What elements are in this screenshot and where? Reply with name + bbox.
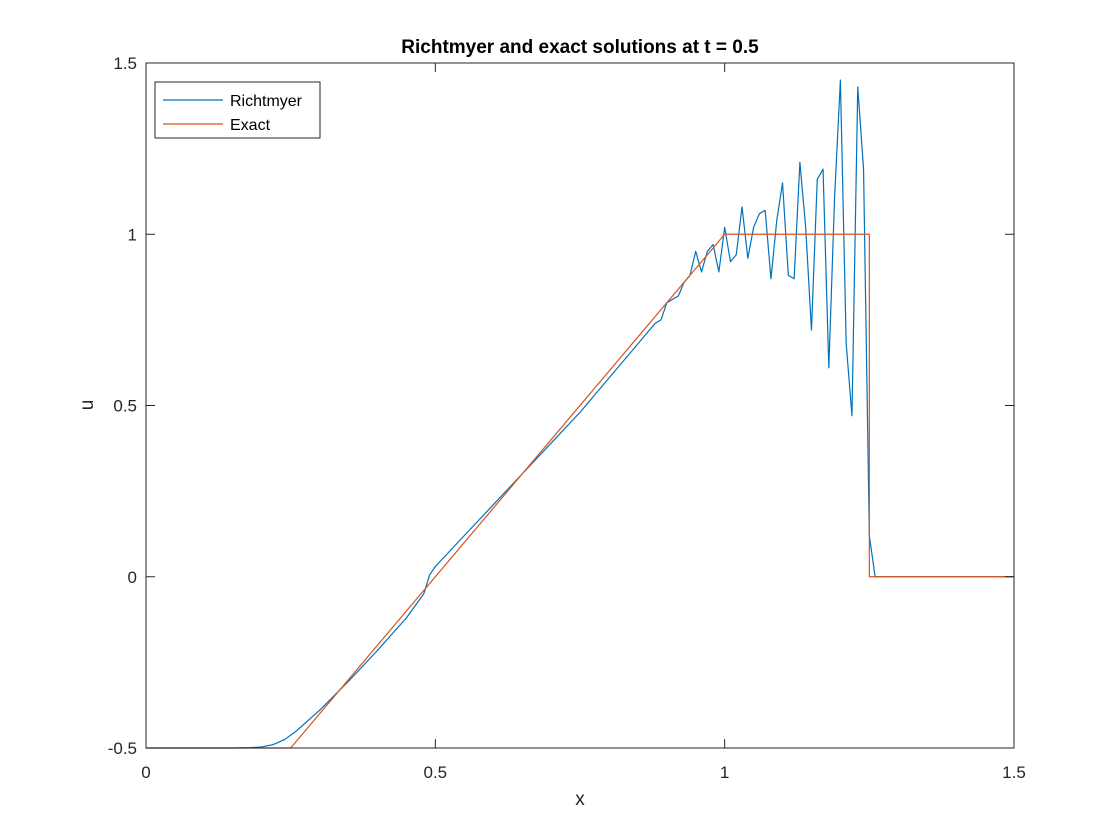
legend: Richtmyer Exact	[154, 81, 321, 139]
x-tick-label: 1	[720, 763, 729, 782]
series-line-richtmyer	[146, 79, 1014, 749]
x-tick-label: 0	[141, 763, 150, 782]
x-tick-label: 0.5	[424, 763, 448, 782]
chart-title: Richtmyer and exact solutions at t = 0.5	[401, 37, 759, 58]
y-axis-label: u	[77, 400, 98, 411]
x-tick-label: 1.5	[1002, 763, 1026, 782]
legend-label-richtmyer: Richtmyer	[230, 93, 303, 110]
legend-label-exact: Exact	[230, 117, 271, 134]
legend-box	[154, 81, 321, 139]
y-tick-label: 0.5	[113, 397, 137, 416]
axis-ticks: 0 0.5 1 1.5-0.500.511.5	[108, 54, 1026, 782]
y-tick-label: -0.5	[108, 739, 137, 758]
y-tick-label: 1.5	[113, 54, 137, 73]
y-tick-label: 0	[128, 568, 137, 587]
x-axis-label: x	[575, 789, 585, 810]
y-tick-label: 1	[128, 225, 137, 244]
